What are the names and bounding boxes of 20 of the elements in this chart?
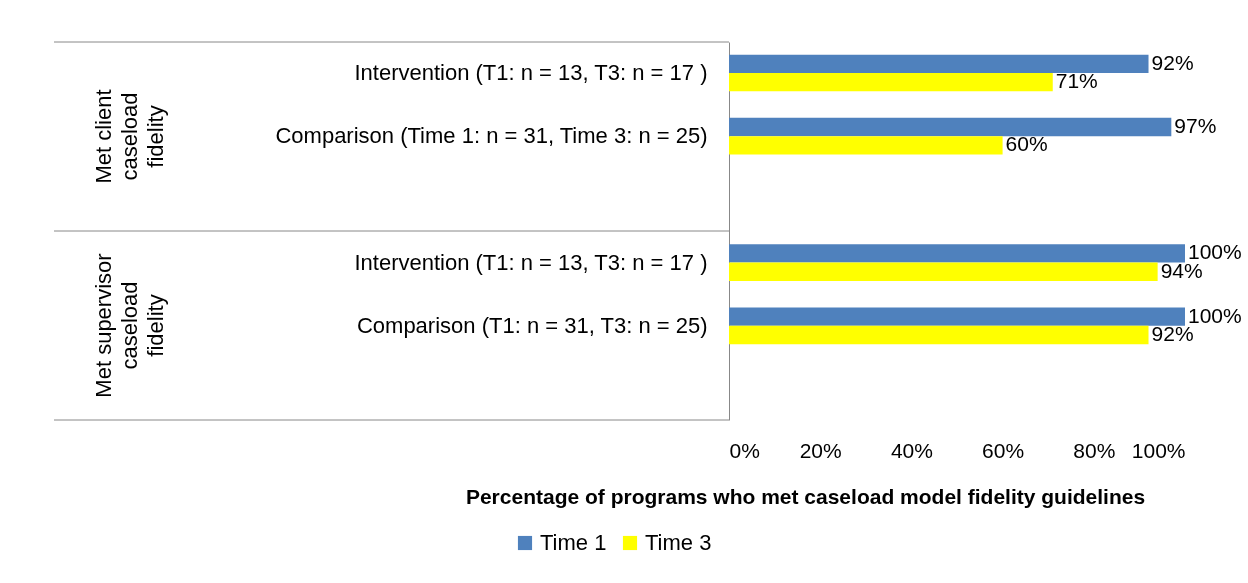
y-tick-label: Comparison (Time 1: n = 31, Time 3: n = 25): [275, 123, 708, 149]
y-tick-label: Intervention (T1: n = 13, T3: n = 17 ): [354, 59, 708, 85]
x-tick-label: 40%: [890, 438, 933, 462]
y-tick-label: Comparison (T1: n = 31, T3: n = 25): [356, 312, 708, 338]
text: Met client caseload fidelity: [91, 89, 168, 184]
data-label: 97%: [1174, 114, 1217, 138]
x-tick-label: 100%: [1131, 438, 1186, 462]
x-axis-title: Percentage of programs who met caseload model fidelity guidelines: [465, 484, 1146, 508]
data-label: 100%: [1188, 303, 1242, 327]
data-label: 92%: [1151, 50, 1194, 74]
x-tick-label: 0%: [729, 438, 760, 462]
legend-label: Time 3: [645, 530, 712, 555]
data-label: 71%: [1055, 69, 1098, 93]
y-tick-label: Intervention (T1: n = 13, T3: n = 17 ): [354, 249, 708, 275]
data-label: 60%: [1005, 132, 1048, 156]
x-tick-label: 20%: [799, 438, 842, 462]
x-tick-label: 60%: [982, 438, 1025, 462]
legend-label: Time 1: [540, 530, 607, 555]
text: Met supervisor caseload fidelity: [91, 253, 168, 398]
x-tick-label: 80%: [1073, 438, 1116, 462]
